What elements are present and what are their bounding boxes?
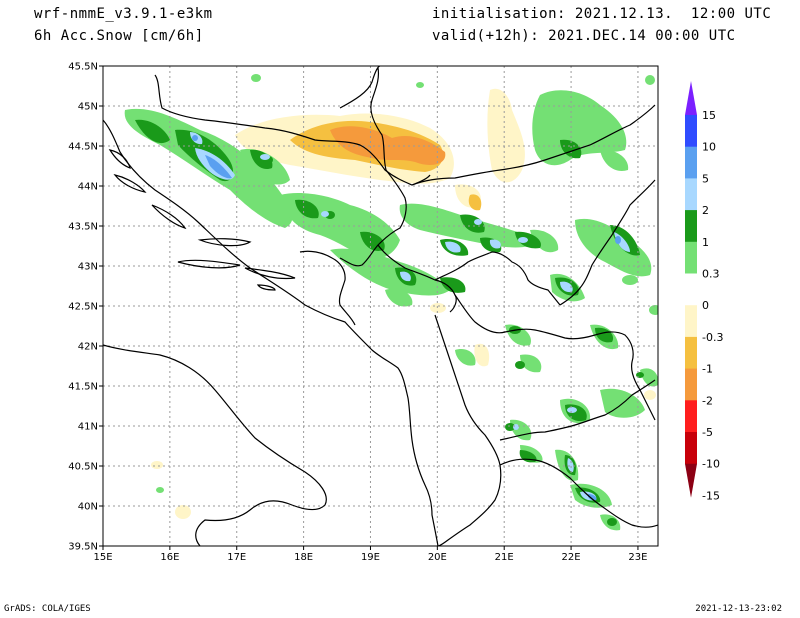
colorbar-label: 1 [702,236,709,249]
island-hvar [177,259,241,269]
border-bosnia-serbia [339,67,407,267]
colorbar-swatch [685,178,697,211]
lat-label: 39.5N [68,542,98,553]
lat-label: 43N [78,262,98,273]
island-krk [108,149,131,169]
colorbar-swatch [685,146,697,179]
colorbar-label: -10 [702,458,720,471]
colorbar-swatch [685,336,697,370]
lat-label: 41N [78,422,98,433]
colorbar [685,81,697,498]
lat-label: 41.5N [68,382,98,393]
border-serbia-romania [411,104,656,186]
variable-title: 6h Acc.Snow [cm/6h] [34,28,204,44]
colorbar-label: 5 [702,172,709,185]
colorbar-swatch [685,305,697,338]
border-serbia-kosovo [434,251,561,306]
colorbar-label: -5 [702,426,713,439]
lat-label: 45.5N [68,62,98,73]
footer-software: GrADS: COLA/IGES [4,604,91,614]
colorbar-label: 0 [702,299,709,312]
border-croatia-bosnia [154,74,431,186]
colorbar-swatch [685,273,697,306]
model-title: wrf-nmmE_v3.9.1-e3km [34,6,213,22]
lon-label: 17E [227,552,246,563]
island-korcula [244,267,296,280]
northern-border [339,66,381,109]
lon-label: 21E [495,552,514,563]
map-grid [103,66,658,546]
border-kosovo-north-macedonia [454,294,641,391]
adriatic-east-coastline [103,119,439,546]
colorbar-label: 15 [702,109,716,122]
lon-label: 19E [361,552,380,563]
colorbar-swatch [685,210,697,243]
latitude-labels: 45.5N 45N 44.5N 44N 43.5N 43N 42.5N 42N 41.5N 41N… [68,62,103,553]
colorbar-label: -2 [702,394,713,407]
border-bosnia-montenegro [299,250,356,326]
colorbar-top-triangle [685,81,697,115]
lon-label: 15E [93,552,112,563]
lat-label: 42.5N [68,302,98,313]
colorbar-swatch [685,368,697,401]
snow-field-blue [192,135,621,501]
lat-label: 40N [78,502,98,513]
italian-coastline [103,344,327,546]
border-north-macedonia-greece [499,379,656,441]
colorbar-swatch [685,400,697,433]
lon-label: 23E [628,552,647,563]
island-pag [113,174,147,193]
colorbar-label: 2 [702,204,709,217]
colorbar-swatch [685,241,697,274]
colorbar-swatch [685,432,697,465]
lon-label: 16E [160,552,179,563]
lat-label: 43.5N [68,222,98,233]
border-greece-bulgaria [639,389,656,421]
lat-label: 42N [78,342,98,353]
colorbar-label: 10 [702,141,716,154]
island-brac [197,238,252,247]
lat-label: 45N [78,102,98,113]
initialisation-time: initialisation: 2021.12.13. 12:00 UTC [432,6,772,22]
colorbar-label: -1 [702,363,713,376]
colorbar-swatch [685,115,697,148]
colorbar-labels: 15 10 5 2 1 0.3 0 -0.3 -1 -2 -5 -10 -15 [702,109,723,502]
snowfall-field [124,74,658,531]
colorbar-bottom-triangle [685,463,697,498]
lon-label: 20E [428,552,447,563]
lat-label: 44.5N [68,142,98,153]
colorbar-label: 0.3 [702,268,720,281]
snow-field-orange [330,126,446,165]
footer-timestamp: 2021-12-13-23:02 [695,604,782,614]
border-serbia-bulgaria [559,179,656,306]
colorbar-label: -0.3 [702,331,723,344]
lon-label: 18E [294,552,313,563]
map-outlines [103,66,658,546]
lat-label: 44N [78,182,98,193]
longitude-labels: 15E 16E 17E 18E 19E 20E 21E 22E 23E [93,546,647,563]
island-dugi-otok [151,204,187,230]
greek-coastline [499,458,658,528]
island-lastovo [256,284,276,291]
lon-label: 22E [562,552,581,563]
lat-label: 40.5N [68,462,98,473]
colorbar-label: -15 [702,489,720,502]
valid-time: valid(+12h): 2021.DEC.14 00:00 UTC [432,28,736,44]
